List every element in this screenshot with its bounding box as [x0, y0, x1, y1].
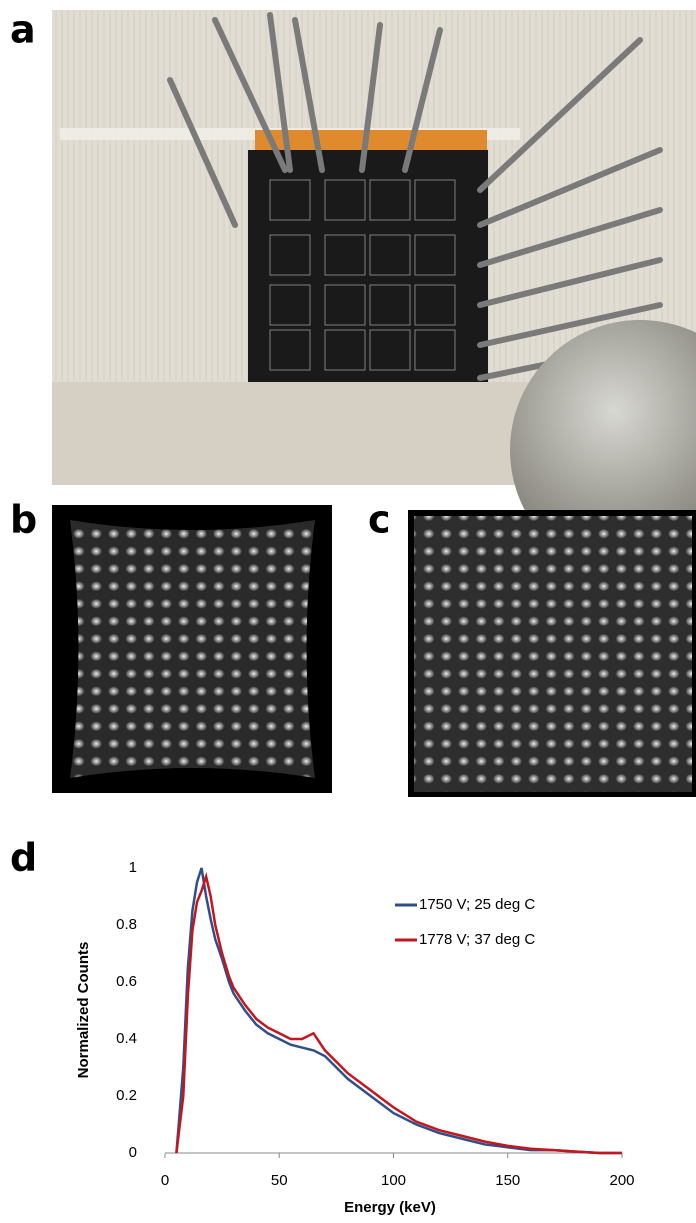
image-c: [408, 510, 696, 797]
x-axis-title: Energy (keV): [344, 1199, 436, 1216]
panel-label: b: [10, 498, 37, 542]
legend-label: 1778 V; 37 deg C: [419, 931, 535, 948]
y-tick-label: 0.2: [116, 1087, 137, 1104]
x-tick-label: 50: [271, 1172, 288, 1189]
panel-label: d: [10, 836, 37, 880]
photo-a: [52, 10, 696, 580]
x-tick-label: 150: [495, 1172, 520, 1189]
y-tick-label: 0.4: [116, 1030, 137, 1047]
y-tick-label: 0.6: [116, 973, 137, 990]
x-tick-label: 0: [161, 1172, 169, 1189]
y-tick-label: 1: [129, 859, 137, 876]
panel-label: a: [10, 8, 36, 52]
y-axis-title: Normalized Counts: [75, 942, 92, 1079]
x-tick-label: 200: [609, 1172, 634, 1189]
x-tick-label: 100: [381, 1172, 406, 1189]
y-tick-label: 0.8: [116, 916, 137, 933]
figure: a b c d Energy (keV) Normalized Counts 0…: [0, 0, 696, 1218]
panel-label: c: [368, 498, 391, 542]
y-tick-label: 0: [129, 1144, 137, 1161]
legend-label: 1750 V; 25 deg C: [419, 896, 535, 913]
image-b: [52, 505, 332, 793]
data-line: [176, 877, 622, 1153]
